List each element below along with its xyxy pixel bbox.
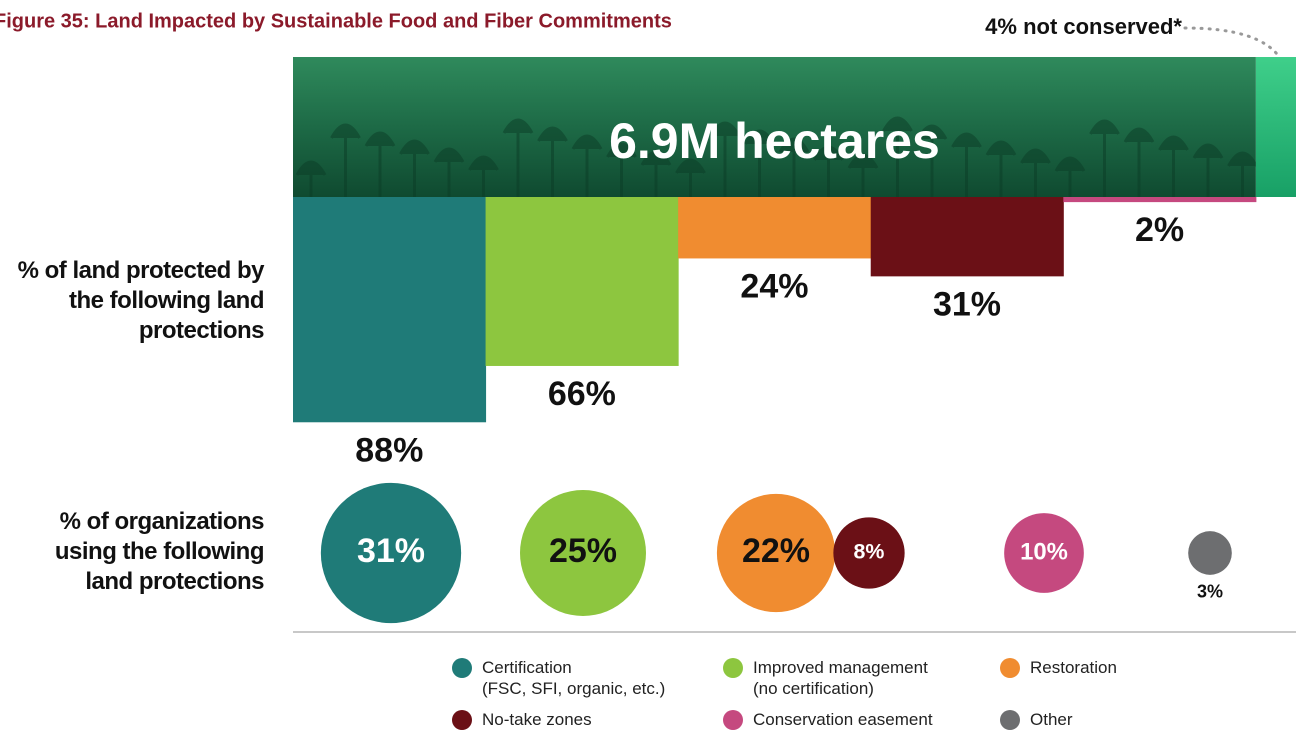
- tree-silhouette: [468, 155, 499, 197]
- tree-silhouette: [433, 147, 465, 197]
- bar-value-label: 66%: [548, 375, 616, 413]
- bubble-value-label: 22%: [742, 532, 810, 570]
- legend-label: Other: [1030, 710, 1073, 729]
- legend-label: Certification (FSC, SFI, organic, etc.): [482, 658, 666, 698]
- tree-silhouette: [502, 118, 534, 197]
- bar-value-label: 88%: [355, 431, 423, 469]
- legend-label: Conservation easement: [753, 710, 933, 729]
- bubble-value-label: 25%: [549, 532, 617, 570]
- legend-swatch: [1000, 710, 1020, 730]
- bubble-value-label: 3%: [1197, 582, 1223, 602]
- tree-silhouette: [399, 139, 430, 197]
- not-conserved-strip: [1255, 57, 1296, 197]
- total-label: 6.9M hectares: [609, 113, 940, 169]
- legend-swatch: [1000, 658, 1020, 678]
- bar: [870, 197, 1064, 277]
- bubble: [833, 517, 905, 589]
- bar: [485, 197, 679, 366]
- legend-label: No-take zones: [482, 710, 592, 729]
- bubble-value-label: 10%: [1020, 538, 1068, 565]
- bubble-value-label: 8%: [854, 540, 885, 564]
- bar-row-label: % of land protected by the following lan…: [17, 257, 265, 344]
- bar: [678, 197, 872, 259]
- tree-silhouette: [1158, 135, 1189, 197]
- bar-value-label: 31%: [933, 285, 1001, 323]
- tree-silhouette: [1227, 151, 1258, 197]
- tree-silhouette: [330, 123, 361, 197]
- bar-value-label: 24%: [740, 267, 808, 305]
- legend-swatch: [452, 658, 472, 678]
- tree-silhouette: [813, 145, 844, 197]
- tree-silhouette: [537, 126, 568, 197]
- legend-swatch: [723, 710, 743, 730]
- tree-silhouette: [847, 153, 879, 197]
- tree-silhouette: [882, 116, 913, 197]
- tree-silhouette: [1020, 148, 1051, 197]
- tree-silhouette: [364, 131, 396, 197]
- tree-silhouette: [916, 124, 948, 197]
- bar-value-label: 2%: [1135, 211, 1184, 249]
- bar: [1063, 197, 1257, 203]
- bubble-value-label: 31%: [357, 532, 425, 570]
- bubble: [520, 490, 646, 616]
- legend-swatch: [452, 710, 472, 730]
- chart-title: Figure 35: Land Impacted by Sustainable …: [0, 10, 672, 32]
- bubble: [1004, 513, 1084, 593]
- bubble: [1188, 531, 1232, 575]
- bubble: [320, 482, 462, 624]
- tree-silhouette: [1089, 119, 1120, 197]
- tree-silhouette: [709, 121, 741, 197]
- tree-silhouette: [744, 129, 775, 197]
- legend-label: Improved management (no certification): [753, 658, 928, 698]
- bubble-row-label: % of organizations using the following l…: [54, 508, 265, 595]
- tree-silhouette: [1123, 127, 1155, 197]
- tree-silhouette: [951, 132, 982, 197]
- tree-silhouette: [985, 140, 1017, 197]
- tree-silhouette: [640, 150, 672, 197]
- bar: [293, 197, 487, 423]
- bubble: [716, 493, 836, 613]
- legend-swatch: [723, 658, 743, 678]
- legend-label: Restoration: [1030, 658, 1117, 677]
- tree-silhouette: [778, 137, 810, 197]
- tree-silhouette: [606, 142, 637, 197]
- tree-silhouette: [1054, 156, 1086, 197]
- tree-silhouette: [675, 158, 706, 197]
- tree-silhouette: [1192, 143, 1224, 197]
- pointer: [1183, 26, 1282, 60]
- not-conserved-label: 4% not conserved*: [985, 14, 1182, 39]
- tree-silhouette: [295, 160, 327, 197]
- tree-silhouette: [571, 134, 603, 197]
